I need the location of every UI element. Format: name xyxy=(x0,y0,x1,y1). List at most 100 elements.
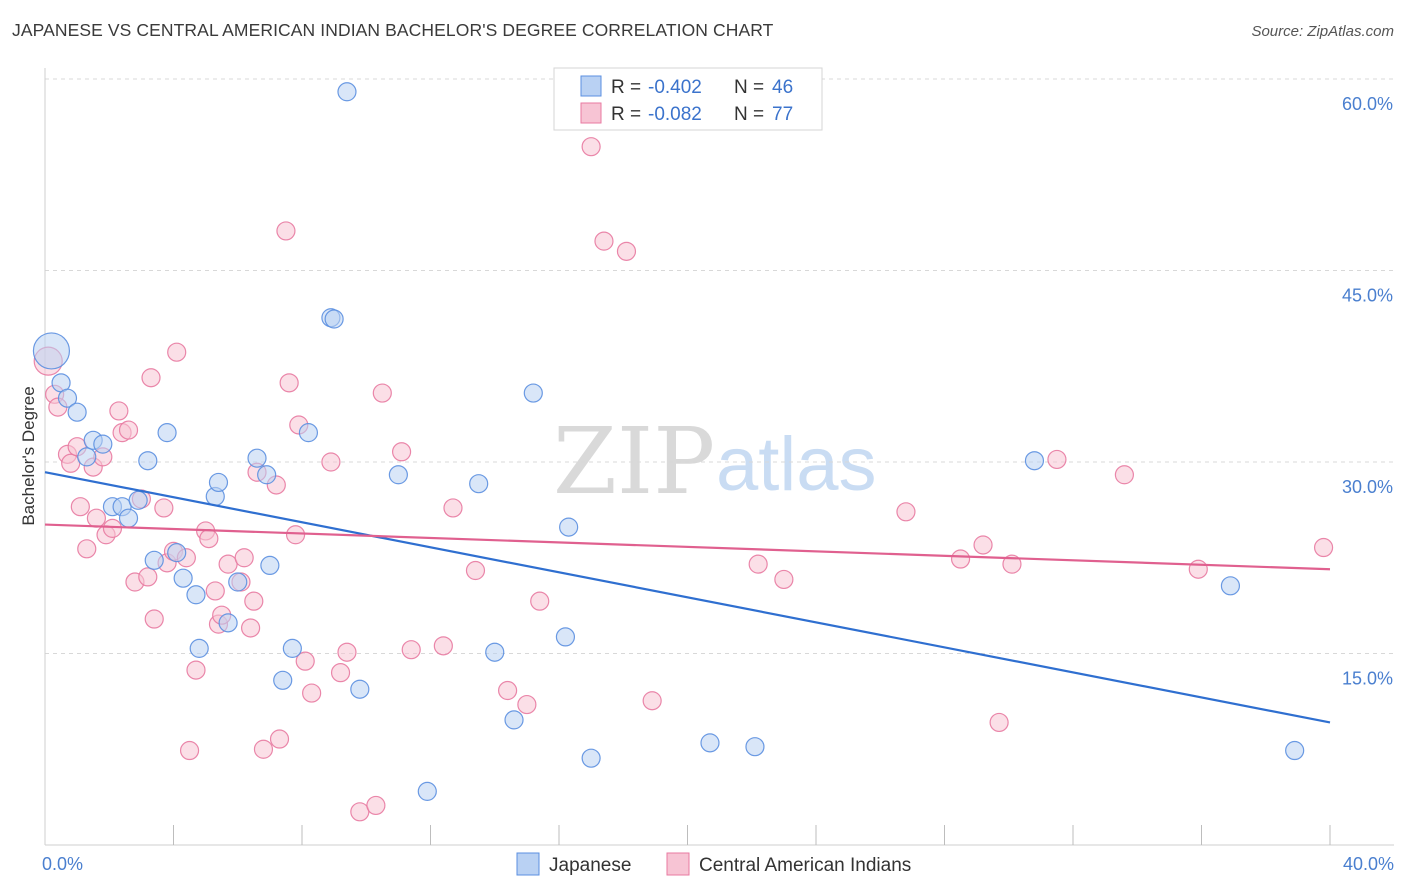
point-central-american xyxy=(581,137,601,157)
x-tick-label-min: 0.0% xyxy=(42,854,83,874)
point-central-american xyxy=(253,739,274,759)
point-central-american xyxy=(86,508,107,528)
point-central-american xyxy=(186,660,206,680)
point-japanese xyxy=(77,447,97,467)
chart-title: JAPANESE VS CENTRAL AMERICAN INDIAN BACH… xyxy=(12,20,774,40)
point-central-american xyxy=(989,712,1009,733)
point-japanese xyxy=(167,543,187,563)
point-japanese xyxy=(485,642,505,662)
point-japanese xyxy=(32,332,71,370)
legend-swatch-japanese xyxy=(580,75,602,97)
point-central-american xyxy=(774,569,794,590)
point-central-american xyxy=(295,651,315,671)
point-central-american xyxy=(276,221,296,241)
y-tick-label: 15.0% xyxy=(1342,669,1393,689)
point-central-american xyxy=(1047,449,1067,470)
point-central-american xyxy=(179,740,200,761)
point-central-american xyxy=(973,535,993,555)
point-central-american xyxy=(154,498,174,518)
source-credit: Source: ZipAtlas.com xyxy=(1251,23,1394,40)
point-central-american xyxy=(109,401,129,421)
x-tick-label-max: 40.0% xyxy=(1343,854,1394,874)
legend-r-value: -0.082 xyxy=(648,104,702,125)
y-tick-labels: 15.0% 30.0% 45.0% 60.0% xyxy=(1342,94,1393,689)
point-central-american xyxy=(244,591,264,611)
point-central-american xyxy=(70,497,90,517)
legend-n-value: 46 xyxy=(772,77,793,98)
watermark-zip: ZIP xyxy=(553,408,715,515)
data-points xyxy=(32,82,1334,822)
y-axis-label: Bachelor's Degree xyxy=(19,386,38,525)
y-tick-label: 60.0% xyxy=(1342,94,1393,114)
point-japanese xyxy=(173,568,193,588)
point-japanese xyxy=(138,451,158,471)
point-central-american xyxy=(748,554,768,574)
point-japanese xyxy=(1285,740,1305,761)
point-japanese xyxy=(581,748,601,768)
point-japanese xyxy=(282,638,302,658)
point-central-american xyxy=(218,554,238,574)
y-tick-label: 45.0% xyxy=(1342,286,1393,306)
point-central-american xyxy=(269,729,290,749)
point-japanese xyxy=(700,733,720,753)
y-tick-label: 30.0% xyxy=(1342,477,1393,497)
legend-swatch-japanese xyxy=(516,852,540,876)
point-japanese xyxy=(67,402,87,422)
point-central-american xyxy=(616,241,637,261)
point-japanese xyxy=(93,434,113,454)
point-japanese xyxy=(257,465,277,485)
point-central-american xyxy=(401,640,421,660)
legend-swatch-central-american xyxy=(666,852,690,876)
point-central-american xyxy=(285,525,306,545)
point-japanese xyxy=(186,585,206,605)
point-central-american xyxy=(1114,465,1135,485)
point-japanese xyxy=(157,423,177,443)
point-japanese xyxy=(469,474,489,494)
point-japanese xyxy=(1220,576,1241,596)
trend-lines xyxy=(44,471,1331,724)
point-central-american xyxy=(530,591,550,611)
legend-label-central-american: Central American Indians xyxy=(699,855,911,876)
point-central-american xyxy=(321,452,341,472)
point-central-american xyxy=(372,383,392,403)
point-japanese xyxy=(1024,451,1045,471)
point-japanese xyxy=(504,710,524,730)
point-central-american xyxy=(199,528,219,549)
legend-swatch-central-american xyxy=(580,102,602,124)
point-japanese xyxy=(218,613,238,633)
point-central-american xyxy=(391,442,412,462)
trend-line-japanese xyxy=(44,471,1331,724)
point-central-american xyxy=(241,618,261,638)
point-central-american xyxy=(77,539,97,559)
watermark-atlas: atlas xyxy=(716,422,877,507)
point-central-american xyxy=(896,502,916,522)
point-japanese xyxy=(417,781,437,801)
point-japanese xyxy=(247,448,267,468)
point-central-american xyxy=(141,368,161,388)
point-japanese xyxy=(228,572,248,592)
point-japanese xyxy=(523,383,543,403)
point-central-american xyxy=(167,342,187,362)
point-central-american xyxy=(234,548,254,568)
point-central-american xyxy=(517,694,537,715)
legend-n-label: N = xyxy=(734,77,764,98)
point-japanese xyxy=(324,309,344,329)
point-central-american xyxy=(594,231,614,251)
correlation-legend: R = -0.402 N = 46 R = -0.082 N = 77 xyxy=(553,67,823,131)
point-japanese xyxy=(745,737,765,757)
point-japanese xyxy=(273,670,293,690)
point-japanese xyxy=(57,388,78,408)
trend-line-central-american xyxy=(44,523,1331,571)
point-central-american xyxy=(498,680,518,701)
legend-label-japanese: Japanese xyxy=(549,855,631,876)
point-central-american xyxy=(144,609,164,629)
point-central-american xyxy=(302,683,322,703)
point-central-american xyxy=(366,795,386,816)
point-japanese xyxy=(189,638,209,658)
point-central-american xyxy=(1313,537,1334,558)
point-central-american xyxy=(138,567,158,587)
point-central-american xyxy=(950,549,971,569)
point-japanese xyxy=(388,465,408,485)
point-central-american xyxy=(433,636,453,656)
legend-r-label: R = xyxy=(611,104,641,125)
